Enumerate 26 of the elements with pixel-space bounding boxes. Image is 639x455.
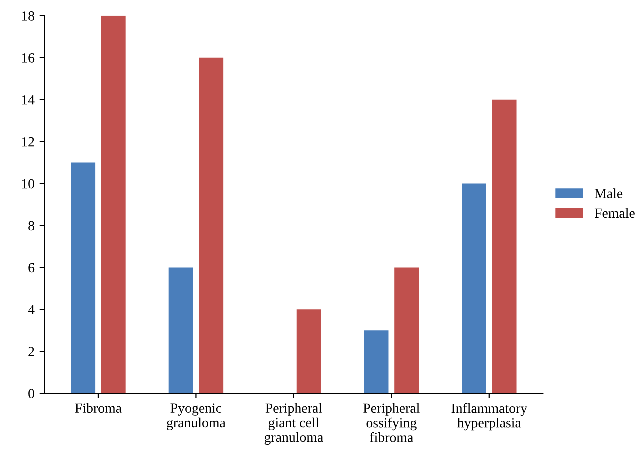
legend-label: Female <box>594 208 635 218</box>
x-tick-label: Fibroma <box>75 403 122 414</box>
bar <box>71 162 96 394</box>
y-tick-label: 0 <box>28 389 34 399</box>
y-tick-label: 2 <box>28 347 34 356</box>
y-tick-label: 12 <box>22 137 34 147</box>
bar <box>101 16 126 394</box>
bar <box>492 100 517 394</box>
y-tick-label: 6 <box>28 263 35 273</box>
y-tick-label: 18 <box>22 12 34 21</box>
y-tick-label: 16 <box>22 54 35 63</box>
bar <box>296 310 322 394</box>
x-tick-label: Peripheral ossifying fibroma <box>364 403 420 442</box>
bar <box>199 58 224 394</box>
y-tick-label: 4 <box>28 305 35 314</box>
legend-label: Male <box>594 188 623 198</box>
bar <box>168 268 194 394</box>
y-tick-label: 8 <box>28 221 34 231</box>
x-tick-label: Pyogenic granuloma <box>167 404 226 430</box>
x-tick-label: Peripheral giant cell granuloma <box>264 403 324 446</box>
bar <box>394 268 420 394</box>
y-tick-label: 10 <box>22 179 34 189</box>
y-tick-label: 14 <box>22 95 35 105</box>
x-tick-label: Inflammatory hyperplasia <box>452 403 528 431</box>
bar <box>364 330 389 394</box>
bar <box>462 184 486 394</box>
